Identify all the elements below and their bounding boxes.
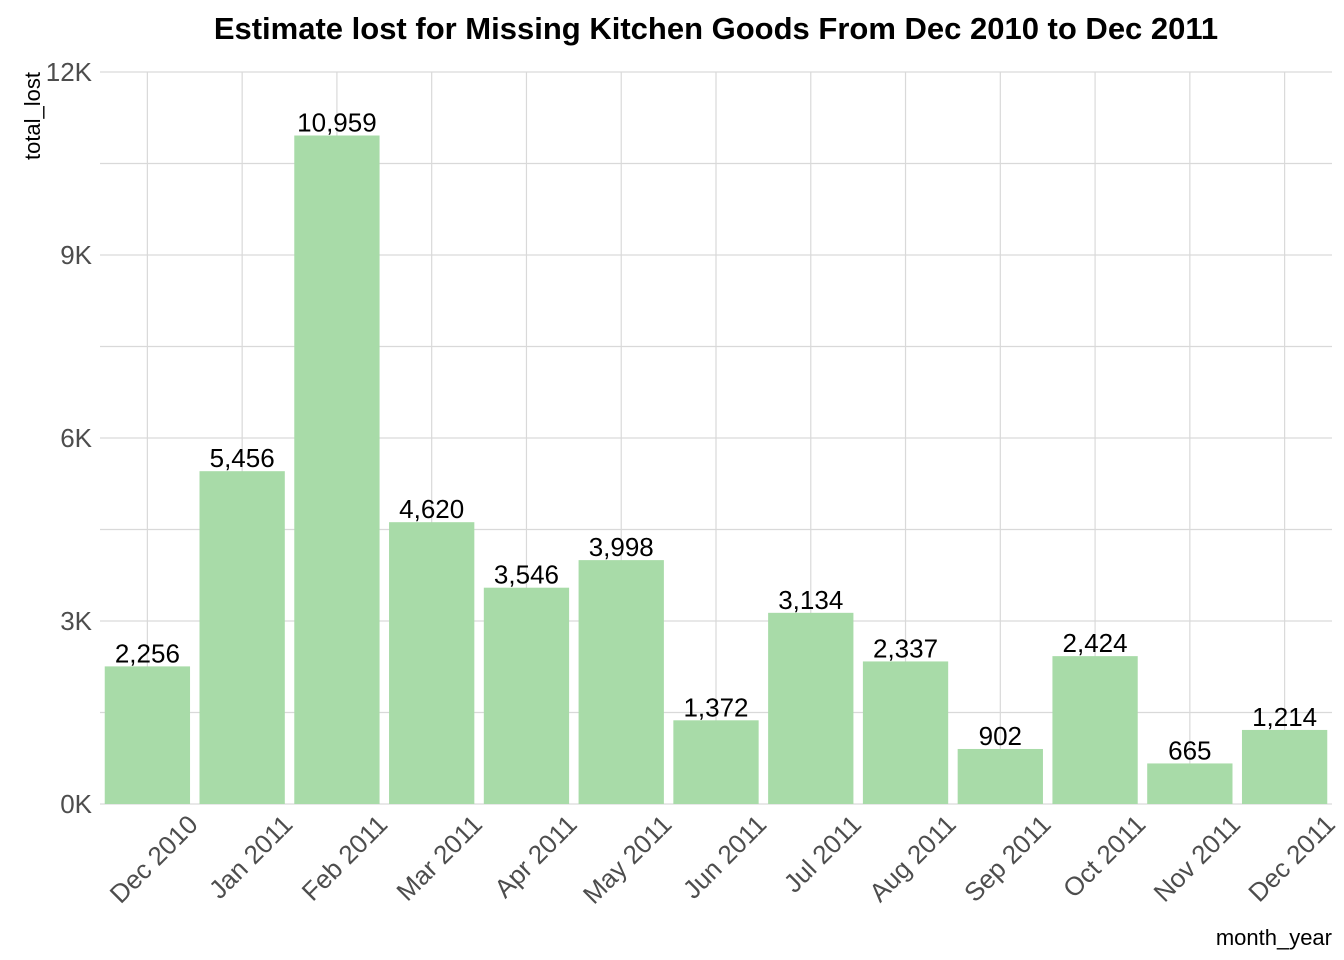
data-label: 665: [1168, 735, 1211, 765]
data-label: 3,998: [589, 532, 654, 562]
bar-apr-2011: [483, 587, 570, 804]
x-tick-label: Apr 2011: [488, 809, 582, 903]
data-label: 4,620: [399, 494, 464, 524]
x-tick-label: Feb 2011: [296, 809, 394, 907]
x-tick-label: Dec 2011: [1242, 809, 1341, 908]
data-label: 2,424: [1063, 628, 1128, 658]
data-label: 1,214: [1252, 702, 1317, 732]
y-tick-label: 3K: [60, 606, 92, 636]
x-tick-label: Jan 2011: [203, 809, 299, 905]
y-axis-label: total_lost: [20, 72, 45, 160]
x-tick-label: Mar 2011: [390, 809, 488, 907]
x-tick-label: Jun 2011: [677, 809, 773, 905]
bars: [104, 135, 1328, 805]
y-tick-label: 0K: [60, 789, 92, 819]
data-label: 10,959: [297, 108, 377, 138]
bar-oct-2011: [1052, 656, 1138, 804]
x-tick-label: Nov 2011: [1148, 809, 1247, 908]
y-tick-label: 9K: [60, 240, 92, 270]
x-tick-label: Aug 2011: [863, 809, 962, 908]
y-tick-label: 12K: [46, 57, 93, 87]
x-tick-label: May 2011: [577, 809, 678, 910]
bar-jan-2011: [199, 471, 285, 804]
x-axis-label: month_year: [1216, 925, 1332, 950]
bar-feb-2011: [294, 135, 380, 805]
bar-jun-2011: [673, 720, 759, 804]
y-tick-label: 6K: [60, 423, 92, 453]
bar-dec-2010: [104, 666, 191, 804]
bar-may-2011: [578, 560, 664, 804]
bar-mar-2011: [389, 522, 475, 804]
data-label: 3,546: [494, 560, 559, 590]
bar-sep-2011: [957, 748, 1043, 804]
bar-nov-2011: [1147, 763, 1233, 804]
data-label: 5,456: [210, 443, 275, 473]
data-label: 1,372: [683, 692, 748, 722]
x-tick-label: Oct 2011: [1057, 809, 1151, 903]
data-labels: 2,256 5,456 10,959 4,620 3,546 3,998 1,372 3,13…: [115, 108, 1317, 766]
bar-aug-2011: [862, 661, 949, 804]
bar-dec-2011: [1241, 729, 1328, 804]
x-tick-label: Jul 2011: [778, 809, 867, 898]
data-label: 902: [979, 721, 1022, 751]
data-label: 2,337: [873, 633, 938, 663]
chart-title: Estimate lost for Missing Kitchen Goods …: [214, 11, 1218, 46]
y-axis-ticks: 0K 3K 6K 9K 12K: [46, 57, 93, 819]
bar-jul-2011: [768, 612, 854, 804]
data-label: 3,134: [778, 585, 843, 615]
x-tick-label: Dec 2010: [104, 809, 204, 909]
data-label: 2,256: [115, 638, 180, 668]
x-tick-label: Sep 2011: [958, 809, 1057, 908]
